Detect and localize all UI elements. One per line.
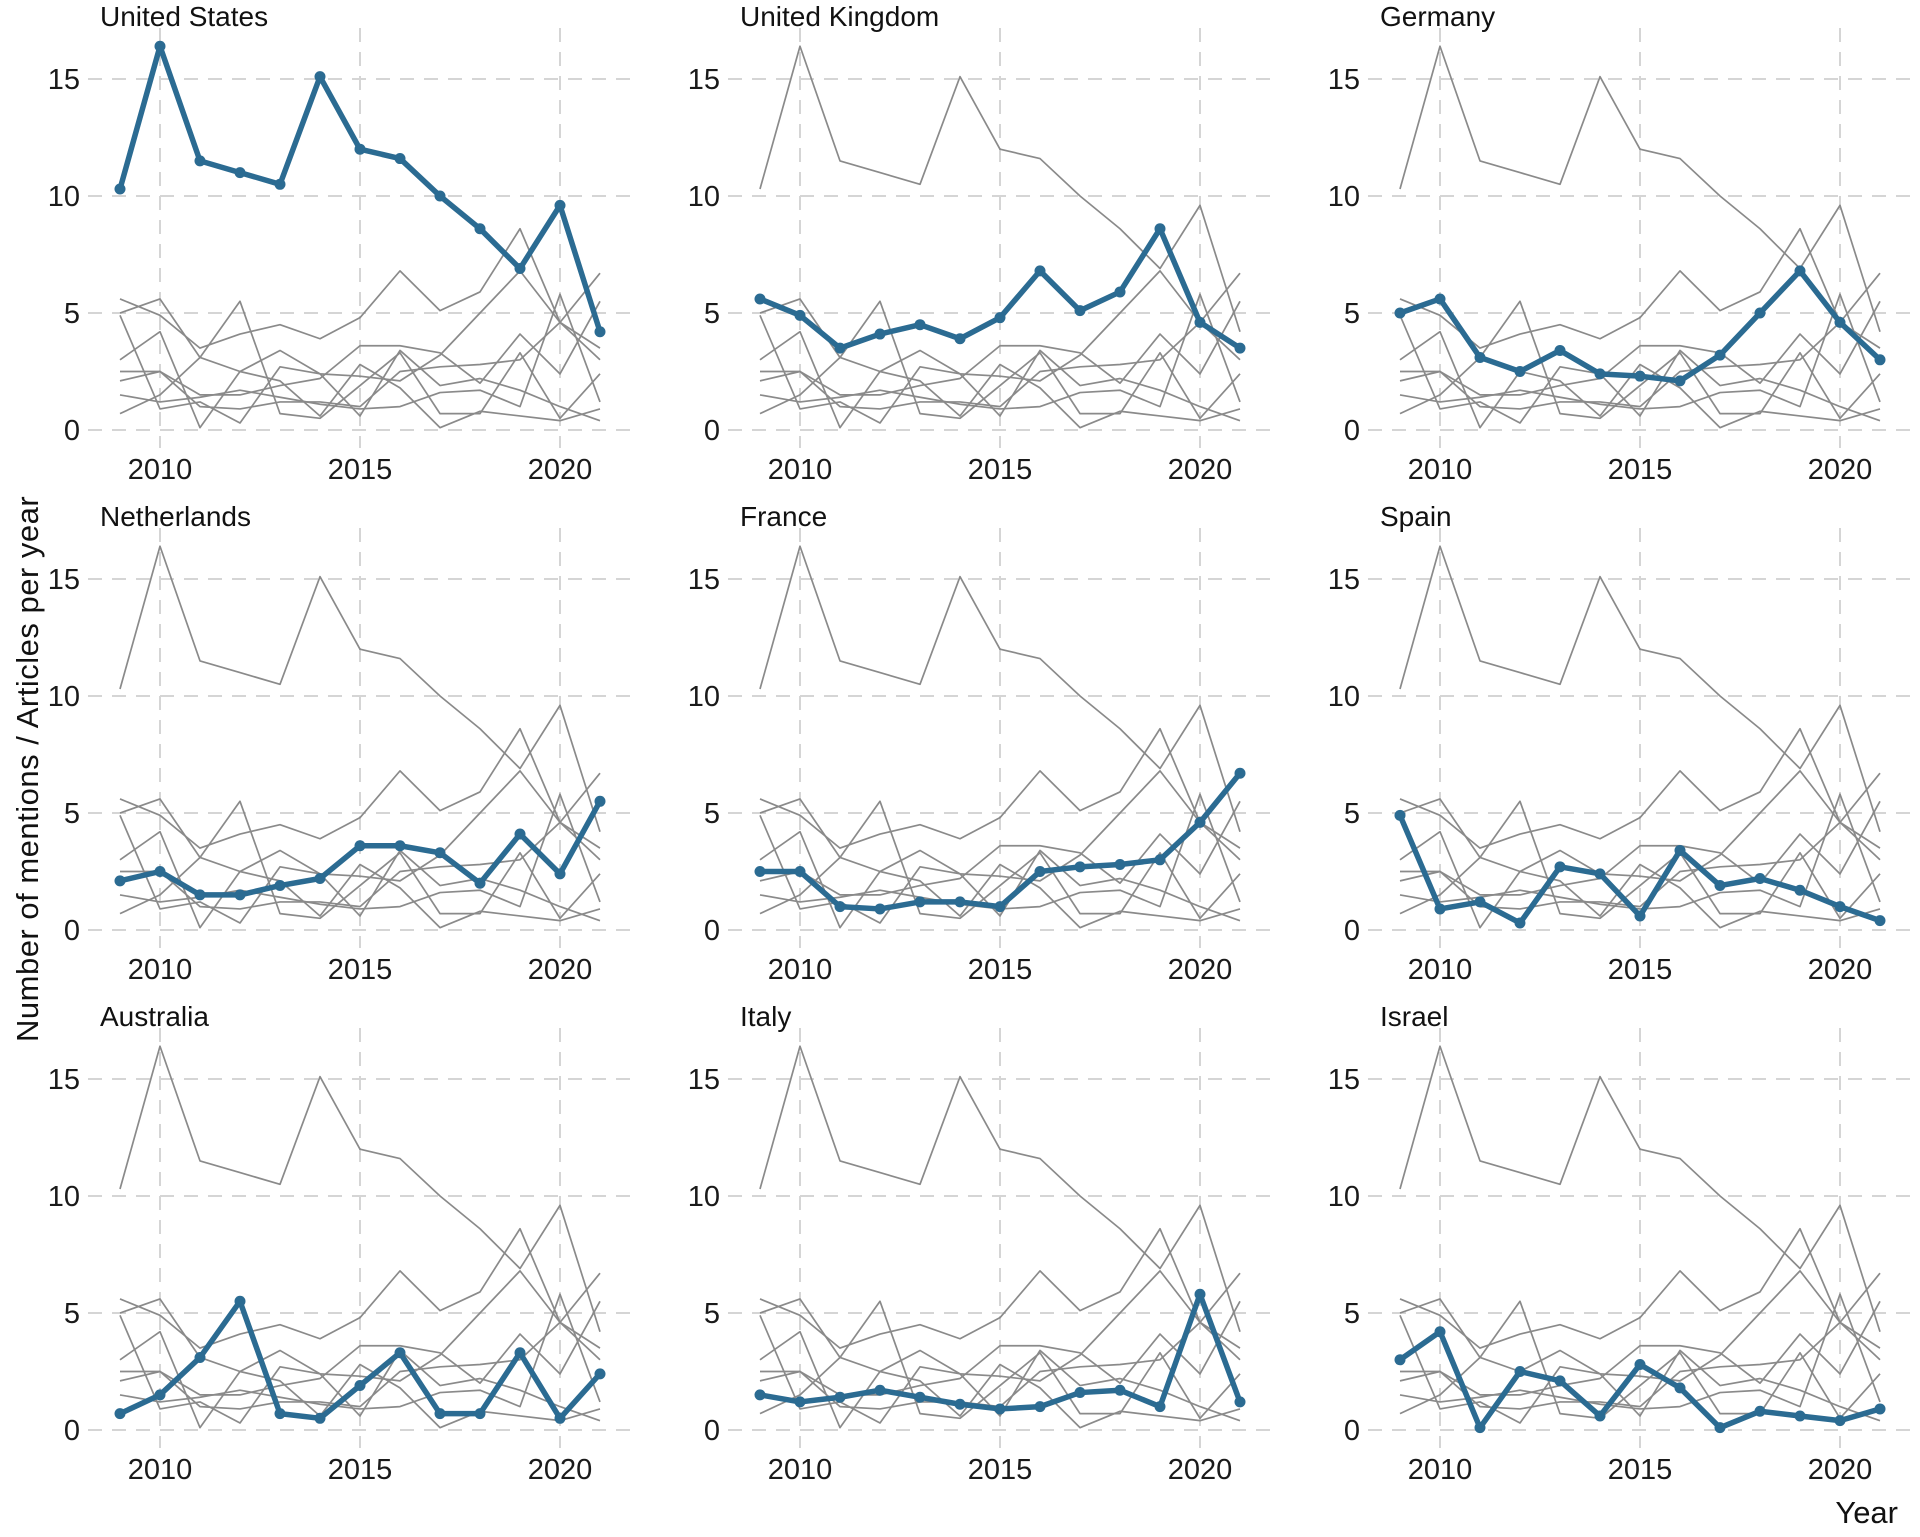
svg-text:2015: 2015 [1608,954,1673,986]
panel-australia: 0 5 10 15 2010 2015 2020 Australia [0,1000,640,1500]
svg-text:2020: 2020 [528,1454,593,1486]
svg-text:0: 0 [704,415,720,447]
svg-text:15: 15 [1328,564,1360,596]
svg-text:5: 5 [1344,798,1360,830]
svg-text:United Kingdom: United Kingdom [740,1,939,32]
line-chart-italy: 0 5 10 15 2010 2015 2020 Italy [688,1001,1276,1486]
svg-text:5: 5 [1344,298,1360,330]
svg-text:5: 5 [1344,1298,1360,1330]
svg-text:2015: 2015 [968,954,1033,986]
svg-text:2015: 2015 [968,454,1033,486]
svg-text:2020: 2020 [1808,954,1873,986]
svg-text:United States: United States [100,1,268,32]
svg-text:2010: 2010 [768,454,833,486]
svg-text:Israel: Israel [1380,1001,1448,1032]
svg-text:10: 10 [1328,1181,1360,1213]
line-chart-france: 0 5 10 15 2010 2015 2020 France [688,501,1276,986]
svg-text:2020: 2020 [528,954,593,986]
svg-text:10: 10 [48,681,80,713]
svg-text:15: 15 [48,64,80,96]
svg-text:0: 0 [64,915,80,947]
svg-text:5: 5 [64,1298,80,1330]
svg-text:2015: 2015 [328,954,393,986]
svg-text:2010: 2010 [768,1454,833,1486]
svg-text:2015: 2015 [968,1454,1033,1486]
svg-text:2010: 2010 [1408,954,1473,986]
svg-text:5: 5 [64,798,80,830]
panel-united-kingdom: 0 5 10 15 2010 2015 2020 United Kingdom [640,0,1280,500]
svg-text:Netherlands: Netherlands [100,501,251,532]
line-chart-israel: 0 5 10 15 2010 2015 2020 Israel [1328,1001,1916,1486]
panels-grid: 0 5 10 15 2010 2015 2020 United States 0 5 10 15 20… [0,0,1920,1500]
svg-text:2010: 2010 [128,1454,193,1486]
svg-text:10: 10 [48,181,80,213]
svg-text:15: 15 [1328,1064,1360,1096]
svg-text:2015: 2015 [1608,454,1673,486]
svg-text:2015: 2015 [328,454,393,486]
svg-text:15: 15 [1328,64,1360,96]
svg-text:2020: 2020 [1808,454,1873,486]
svg-text:15: 15 [48,1064,80,1096]
svg-text:2010: 2010 [1408,454,1473,486]
svg-text:2010: 2010 [768,954,833,986]
panel-france: 0 5 10 15 2010 2015 2020 France [640,500,1280,1000]
panel-italy: 0 5 10 15 2010 2015 2020 Italy [640,1000,1280,1500]
line-chart-united-states: 0 5 10 15 2010 2015 2020 United States [48,1,636,486]
svg-text:5: 5 [704,798,720,830]
panel-netherlands: 0 5 10 15 2010 2015 2020 Netherlands [0,500,640,1000]
svg-text:0: 0 [1344,915,1360,947]
panel-germany: 0 5 10 15 2010 2015 2020 Germany [1280,0,1920,500]
svg-text:0: 0 [704,1415,720,1447]
svg-text:2020: 2020 [1168,954,1233,986]
svg-text:10: 10 [1328,681,1360,713]
line-chart-spain: 0 5 10 15 2010 2015 2020 Spain [1328,501,1916,986]
svg-text:Australia: Australia [100,1001,209,1032]
svg-text:2020: 2020 [1168,1454,1233,1486]
line-chart-germany: 0 5 10 15 2010 2015 2020 Germany [1328,1,1916,486]
svg-text:10: 10 [48,1181,80,1213]
svg-text:2015: 2015 [328,1454,393,1486]
svg-text:2020: 2020 [1168,454,1233,486]
svg-text:2010: 2010 [128,954,193,986]
svg-text:10: 10 [688,181,720,213]
svg-text:2020: 2020 [528,454,593,486]
svg-text:15: 15 [688,564,720,596]
line-chart-united-kingdom: 0 5 10 15 2010 2015 2020 United Kingdom [688,1,1276,486]
svg-text:Germany: Germany [1380,1,1495,32]
svg-text:2010: 2010 [128,454,193,486]
line-chart-australia: 0 5 10 15 2010 2015 2020 Australia [48,1001,636,1486]
svg-text:5: 5 [64,298,80,330]
svg-text:Spain: Spain [1380,501,1452,532]
svg-text:10: 10 [688,1181,720,1213]
panel-united-states: 0 5 10 15 2010 2015 2020 United States [0,0,640,500]
svg-text:10: 10 [1328,181,1360,213]
svg-text:0: 0 [704,915,720,947]
svg-text:France: France [740,501,827,532]
svg-text:2015: 2015 [1608,1454,1673,1486]
svg-text:5: 5 [704,298,720,330]
svg-text:15: 15 [48,564,80,596]
svg-text:2010: 2010 [1408,1454,1473,1486]
x-axis-label: Year [1835,1495,1898,1530]
panel-spain: 0 5 10 15 2010 2015 2020 Spain [1280,500,1920,1000]
svg-text:10: 10 [688,681,720,713]
panel-israel: 0 5 10 15 2010 2015 2020 Israel [1280,1000,1920,1500]
svg-text:0: 0 [64,415,80,447]
svg-text:15: 15 [688,64,720,96]
svg-text:0: 0 [64,1415,80,1447]
svg-text:0: 0 [1344,415,1360,447]
svg-text:0: 0 [1344,1415,1360,1447]
line-chart-netherlands: 0 5 10 15 2010 2015 2020 Netherlands [48,501,636,986]
svg-text:2020: 2020 [1808,1454,1873,1486]
svg-text:5: 5 [704,1298,720,1330]
svg-text:15: 15 [688,1064,720,1096]
svg-text:Italy: Italy [740,1001,791,1032]
